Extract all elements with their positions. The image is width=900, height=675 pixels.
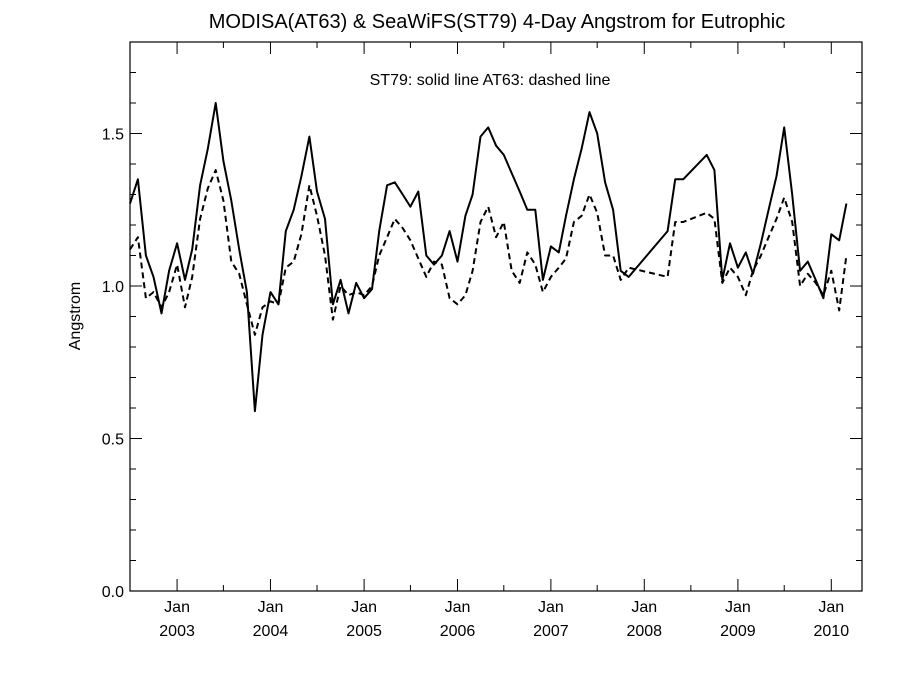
x-tick-year-label: 2005 [346, 623, 382, 640]
x-tick-year-label: 2003 [159, 623, 195, 640]
x-tick-month-label: Jan [631, 599, 657, 616]
x-tick-month-label: Jan [445, 599, 471, 616]
y-tick-label: 0.5 [102, 432, 124, 449]
y-tick-label: 0.0 [102, 584, 124, 601]
series-line-at63 [129, 169, 848, 336]
x-tick-month-label: Jan [258, 599, 284, 616]
x-tick-year-label: 2006 [440, 623, 476, 640]
x-tick-year-label: 2007 [533, 623, 569, 640]
data-series [129, 102, 848, 413]
x-tick-year-label: 2010 [814, 623, 850, 640]
x-tick-year-label: 2009 [720, 623, 756, 640]
plot-frame [129, 41, 863, 592]
chart-title: MODISA(AT63) & SeaWiFS(ST79) 4-Day Angst… [209, 11, 785, 33]
series-line-st79 [129, 102, 848, 413]
legend-annotation: ST79: solid line AT63: dashed line [370, 72, 611, 89]
x-tick-year-label: 2004 [253, 623, 289, 640]
x-tick-month-label: Jan [725, 599, 751, 616]
y-axis-label: Angstrom [67, 282, 84, 350]
x-tick-month-label: Jan [538, 599, 564, 616]
x-tick-month-label: Jan [818, 599, 844, 616]
x-tick-year-label: 2008 [626, 623, 662, 640]
x-tick-month-label: Jan [351, 599, 377, 616]
y-tick-label: 1.0 [102, 279, 124, 296]
x-tick-month-label: Jan [164, 599, 190, 616]
y-tick-label: 1.5 [102, 127, 124, 144]
axis-ticks: 0.0 0.5 1.0 1.5 Jan 2003 Jan 2004 Jan 2005 Jan 2006… [102, 41, 862, 640]
